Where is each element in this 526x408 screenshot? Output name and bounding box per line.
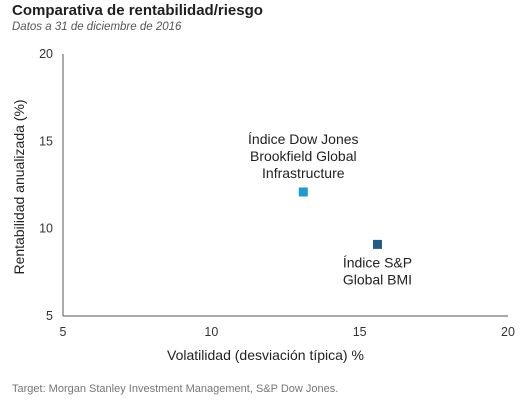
- source-note: Target: Morgan Stanley Investment Manage…: [12, 383, 339, 395]
- data-point-1: [298, 187, 308, 197]
- point-label-1-line-2: Brookfield Global: [250, 148, 357, 164]
- data-points: [298, 187, 382, 249]
- x-tick-label: 15: [353, 325, 367, 339]
- y-tick-label: 20: [39, 47, 53, 61]
- point-label-1-line-1: Índice Dow Jones: [248, 131, 359, 147]
- chart-axes: [62, 54, 508, 317]
- y-tick-label: 5: [46, 309, 53, 323]
- y-axis-label: Rentabilidad anualizada (%): [11, 99, 27, 274]
- x-axis-label: Volatilidad (desviación típica) %: [167, 347, 364, 363]
- x-tick-labels: 5 10 15 20: [60, 325, 515, 339]
- point-label-2-line-2: Global BMI: [343, 271, 412, 287]
- y-tick-label: 10: [39, 222, 53, 236]
- chart-subtitle: Datos a 31 de diciembre de 2016: [12, 21, 182, 33]
- y-tick-label: 15: [39, 134, 53, 148]
- point-label-2-line-1: Índice S&P: [343, 254, 412, 270]
- data-point-2: [372, 239, 382, 249]
- x-tick-label: 20: [501, 325, 515, 339]
- x-tick-label: 5: [60, 325, 67, 339]
- chart-title: Comparativa de rentabilidad/riesgo: [12, 2, 263, 19]
- y-tick-labels: 5 10 15 20: [39, 47, 53, 323]
- x-tick-label: 10: [204, 325, 218, 339]
- point-label-1-line-3: Infrastructure: [262, 165, 345, 181]
